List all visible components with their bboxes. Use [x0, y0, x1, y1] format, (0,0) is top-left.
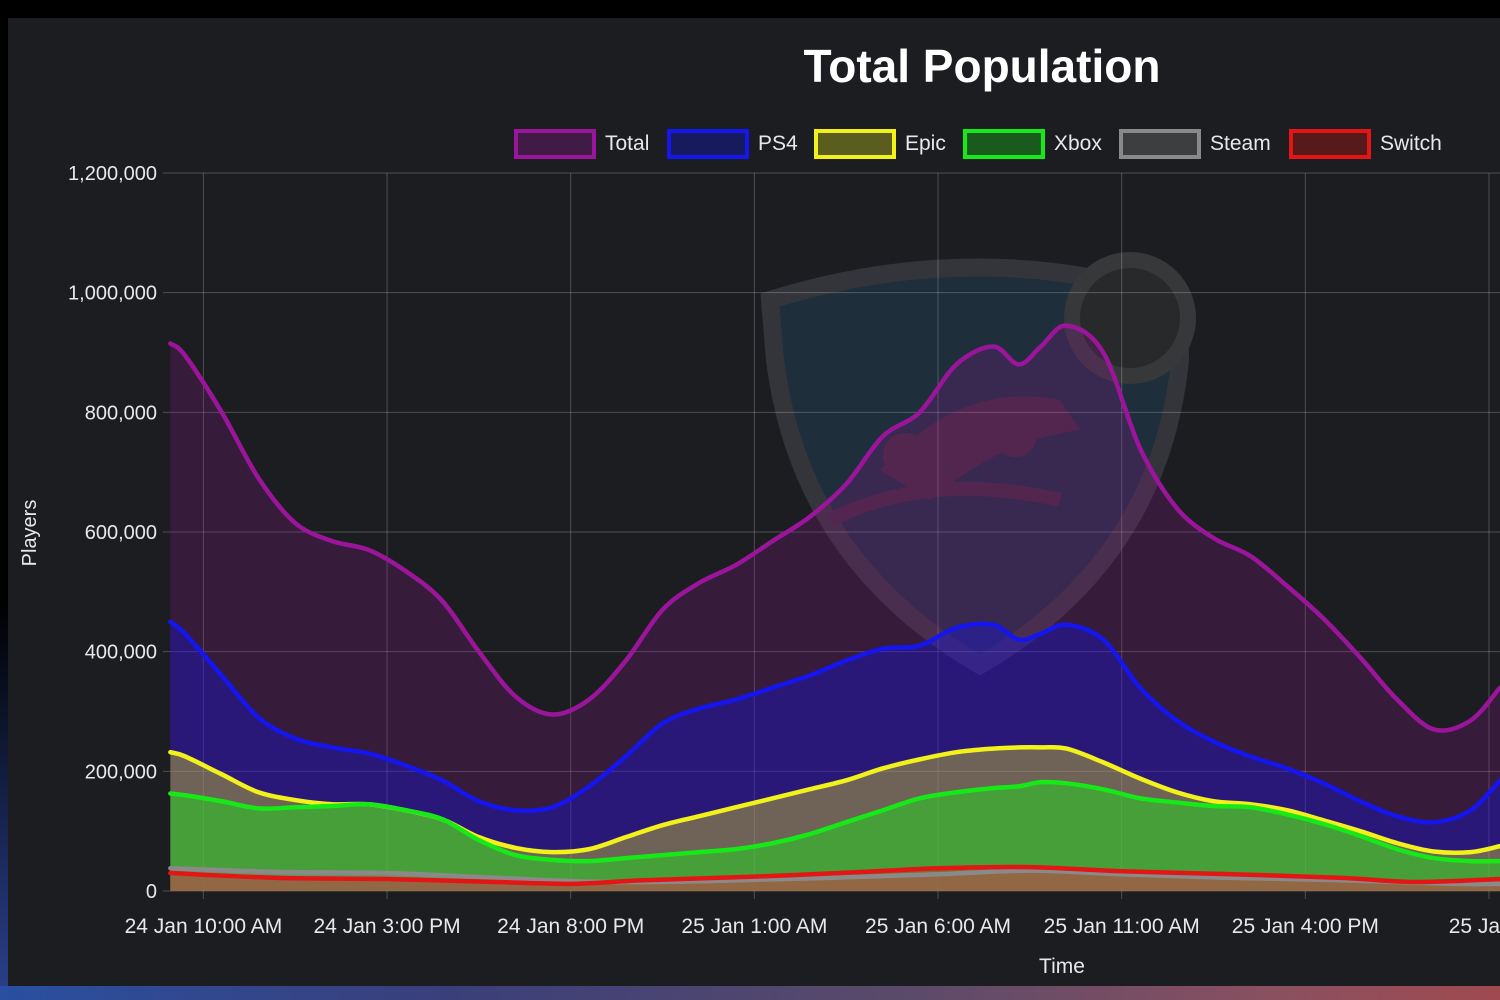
x-tick-label: 25 Jan 9	[1449, 915, 1500, 938]
x-tick-label: 24 Jan 3:00 PM	[314, 915, 461, 938]
legend-label: Switch	[1380, 132, 1442, 155]
series-line-ps4	[168, 619, 1500, 825]
y-tick-label: 1,000,000	[68, 283, 157, 305]
series-line-total	[168, 323, 1500, 733]
legend-swatch	[514, 129, 596, 159]
legend-item-ps4[interactable]: PS4	[667, 129, 798, 159]
legend-swatch	[1289, 129, 1371, 159]
chart-series-lines	[168, 323, 1500, 887]
y-tick-label: 600,000	[85, 522, 157, 544]
y-axis-label: Players	[19, 500, 41, 567]
legend-swatch	[814, 129, 896, 159]
x-tick-label: 24 Jan 8:00 PM	[497, 915, 644, 938]
rocket-league-watermark-logo	[760, 252, 1196, 676]
series-area-xbox	[170, 781, 1500, 891]
y-axis-ticks: 0 200,000 400,000 600,000 800,000 1,000,000 1,…	[68, 163, 157, 903]
x-tick-label: 24 Jan 10:00 AM	[125, 915, 283, 938]
y-tick-label: 800,000	[85, 402, 157, 424]
x-tick-label: 25 Jan 11:00 AM	[1044, 915, 1200, 938]
legend-label: Total	[605, 132, 649, 155]
legend-label: PS4	[758, 132, 798, 155]
legend-item-total[interactable]: Total	[514, 129, 649, 159]
series-line-switch	[168, 864, 1500, 887]
chart-grid	[163, 172, 1500, 899]
series-line-xbox	[168, 779, 1500, 864]
legend-label: Steam	[1210, 132, 1271, 155]
y-tick-label: 0	[146, 881, 157, 903]
chart-panel	[8, 18, 1500, 988]
legend-item-epic[interactable]: Epic	[814, 129, 946, 159]
series-area-total	[170, 325, 1500, 892]
x-axis-ticks: 24 Jan 10:00 AM 24 Jan 3:00 PM 24 Jan 8:00…	[125, 915, 1500, 938]
series-area-epic	[170, 747, 1500, 891]
series-area-ps4	[170, 621, 1500, 891]
legend-item-xbox[interactable]: Xbox	[963, 129, 1102, 159]
legend-item-switch[interactable]: Switch	[1289, 129, 1442, 159]
y-tick-label: 200,000	[85, 761, 157, 783]
y-tick-label: 400,000	[85, 642, 157, 664]
legend-label: Xbox	[1054, 132, 1102, 155]
left-edge-strip	[0, 600, 8, 990]
x-tick-label: 25 Jan 4:00 PM	[1232, 915, 1379, 938]
y-tick-label: 1,200,000	[68, 163, 157, 185]
series-line-steam	[168, 866, 1500, 887]
x-tick-label: 25 Jan 1:00 AM	[681, 915, 827, 938]
legend-swatch	[1119, 129, 1201, 159]
legend-item-steam[interactable]: Steam	[1119, 129, 1271, 159]
legend-label: Epic	[905, 132, 946, 155]
legend-swatch	[667, 129, 749, 159]
x-tick-label: 25 Jan 6:00 AM	[865, 915, 1011, 938]
chart-series-areas	[170, 325, 1500, 892]
chart-title: Total Population	[804, 40, 1161, 92]
x-axis-label: Time	[1039, 955, 1085, 978]
chart-legend: Total PS4 Epic Xbox Steam Switch	[514, 129, 1442, 159]
legend-swatch	[963, 129, 1045, 159]
bottom-edge-strip	[0, 986, 1500, 1000]
